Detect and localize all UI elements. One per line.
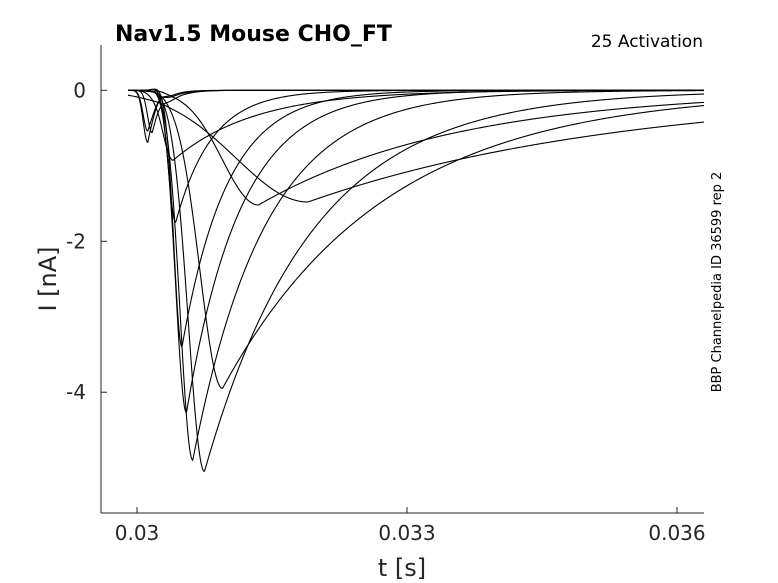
x-axis-label: t [s] (378, 554, 426, 582)
x-tick-label: 0.03 (115, 521, 160, 545)
x-tick-label: 0.036 (648, 521, 705, 545)
current-trace-7 (128, 89, 704, 414)
chart-title: Nav1.5 Mouse CHO_FT (115, 22, 392, 47)
chart-annotation: 25 Activation (591, 32, 703, 52)
current-trace-6 (128, 88, 704, 349)
y-axis-label: I [nA] (34, 246, 62, 311)
y-tick-label: 0 (73, 78, 86, 102)
traces-group (127, 88, 705, 473)
current-trace-3 (128, 89, 704, 134)
side-source-label: BBP Channelpedia ID 36599 rep 2 (710, 172, 725, 393)
current-trace-1 (127, 89, 704, 132)
y-tick-label: -4 (66, 380, 86, 404)
y-tick-label: -2 (66, 229, 86, 253)
ticks-group: 0.03 0.033 0.036 0 -2 -4 (66, 78, 706, 545)
current-trace-4 (127, 89, 704, 161)
current-trace-9 (128, 89, 705, 473)
current-trace-10 (127, 89, 705, 390)
current-trace-12 (127, 94, 705, 203)
current-trace-11 (127, 89, 705, 206)
x-tick-label: 0.033 (378, 521, 435, 545)
current-trace-8 (128, 89, 704, 462)
